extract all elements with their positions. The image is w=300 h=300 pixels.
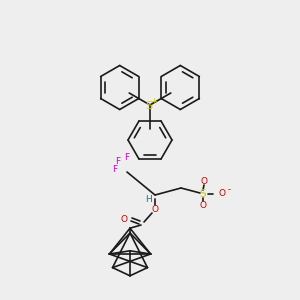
Text: H: H: [145, 194, 152, 203]
Text: O: O: [200, 176, 208, 185]
Text: S: S: [200, 189, 206, 199]
Text: F: F: [124, 154, 130, 163]
Text: -: -: [227, 185, 230, 194]
Text: +: +: [151, 97, 158, 106]
Text: O: O: [200, 200, 206, 209]
Text: O: O: [152, 205, 158, 214]
Text: F: F: [112, 166, 118, 175]
Text: O: O: [121, 215, 128, 224]
Text: F: F: [116, 158, 121, 166]
Text: O: O: [218, 190, 226, 199]
Text: S: S: [146, 101, 153, 111]
